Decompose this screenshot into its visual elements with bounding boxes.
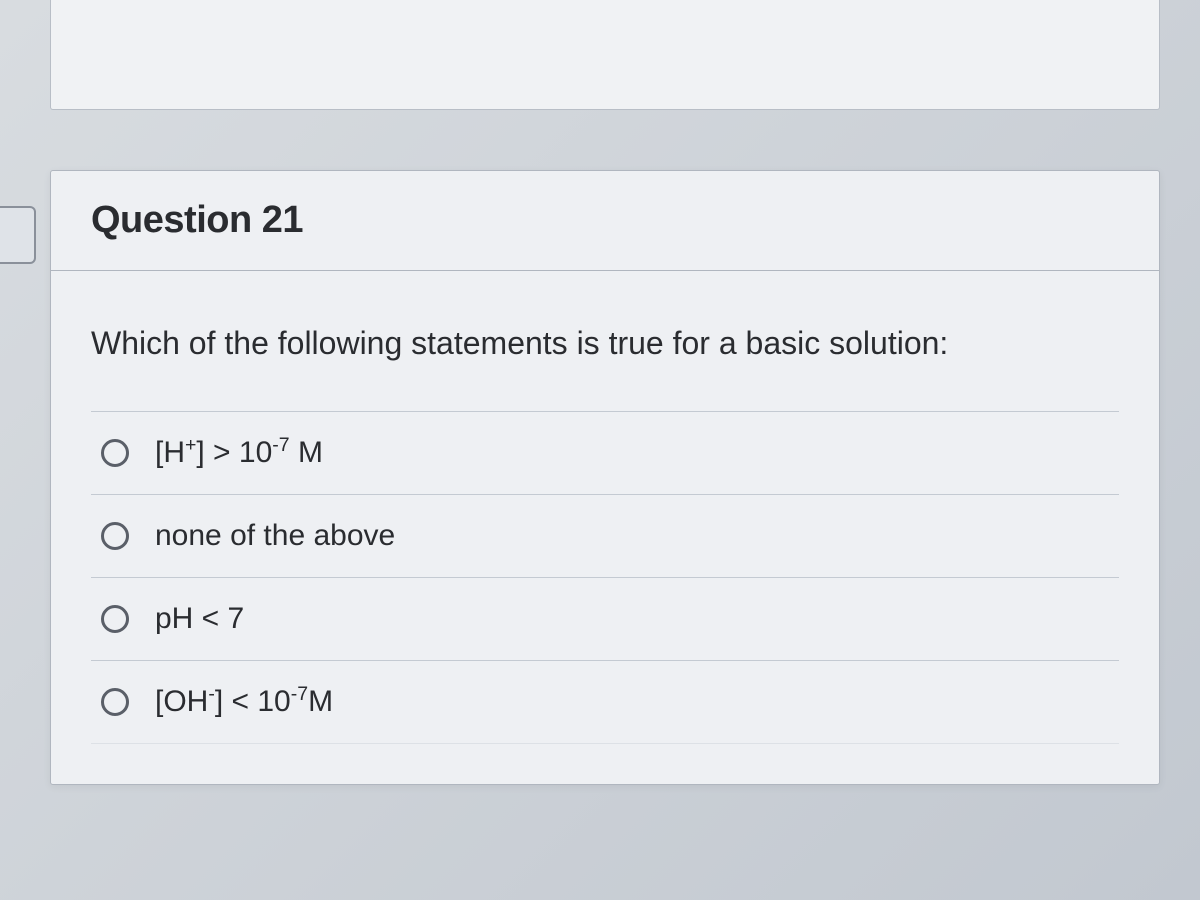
page-container: Question 21 Which of the following state…	[0, 0, 1200, 825]
radio-icon	[101, 688, 129, 716]
radio-icon	[101, 522, 129, 550]
question-prompt: Which of the following statements is tru…	[91, 321, 1119, 366]
answer-label: [H+] > 10-7 M	[155, 436, 323, 470]
radio-icon	[101, 605, 129, 633]
answer-label: none of the above	[155, 519, 395, 553]
answer-label: [OH-] < 10-7M	[155, 685, 333, 719]
answer-option-0[interactable]: [H+] > 10-7 M	[91, 411, 1119, 494]
question-card: Question 21 Which of the following state…	[50, 170, 1160, 785]
question-body: Which of the following statements is tru…	[51, 271, 1159, 784]
question-flag-tab[interactable]	[0, 206, 36, 264]
answer-option-2[interactable]: pH < 7	[91, 577, 1119, 660]
answer-list: [H+] > 10-7 M none of the above pH < 7 […	[91, 411, 1119, 744]
answer-label: pH < 7	[155, 602, 244, 636]
question-title: Question 21	[91, 199, 1119, 242]
previous-question-card-bottom	[50, 0, 1160, 110]
radio-icon	[101, 439, 129, 467]
answer-option-3[interactable]: [OH-] < 10-7M	[91, 660, 1119, 744]
answer-option-1[interactable]: none of the above	[91, 494, 1119, 577]
question-header: Question 21	[51, 171, 1159, 271]
